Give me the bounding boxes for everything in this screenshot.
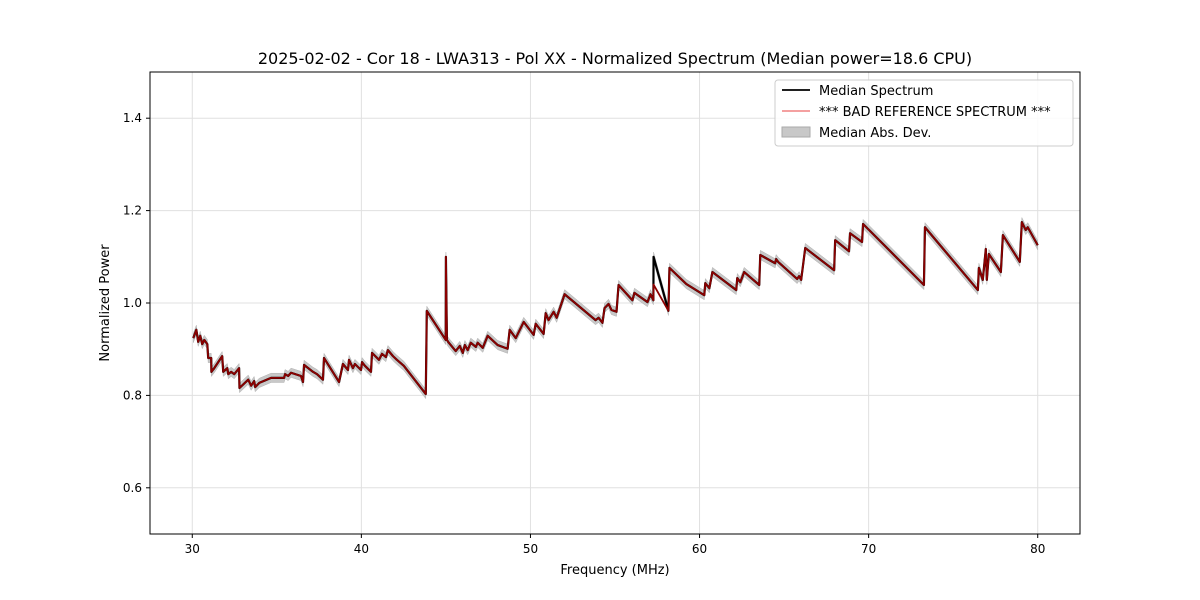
x-tick-label: 30 — [185, 542, 200, 556]
y-tick-label: 1.0 — [123, 296, 142, 310]
x-tick-label: 40 — [354, 542, 369, 556]
legend: Median Spectrum *** BAD REFERENCE SPECTR… — [774, 79, 1074, 147]
legend-mad-label: Median Abs. Dev. — [819, 126, 931, 141]
reference-spectrum-line — [192, 221, 1039, 395]
x-axis-label: Frequency (MHz) — [560, 563, 669, 578]
x-tick-label: 60 — [692, 542, 707, 556]
grid — [150, 72, 1080, 534]
mad-band — [193, 216, 1038, 400]
y-tick-label: 0.8 — [123, 388, 142, 402]
plot-area — [192, 216, 1039, 400]
y-tick-label: 0.6 — [123, 481, 142, 495]
y-axis-label: Normalized Power — [98, 244, 113, 362]
legend-median-label: Median Spectrum — [819, 84, 933, 99]
legend-reference-label: *** BAD REFERENCE SPECTRUM *** — [819, 105, 1051, 120]
legend-mad-swatch — [781, 126, 811, 138]
y-tick-label: 1.4 — [123, 111, 142, 125]
x-tick-label: 70 — [861, 542, 876, 556]
x-tick-label: 80 — [1030, 542, 1045, 556]
x-tick-label: 50 — [523, 542, 538, 556]
axis-ticks: 30 40 50 60 70 80 0.6 0.8 1.0 1.2 1.4 — [123, 111, 1045, 556]
y-tick-label: 1.2 — [123, 204, 142, 218]
chart-title: 2025-02-02 - Cor 18 - LWA313 - Pol XX - … — [258, 49, 972, 68]
legend-box — [774, 79, 1074, 147]
